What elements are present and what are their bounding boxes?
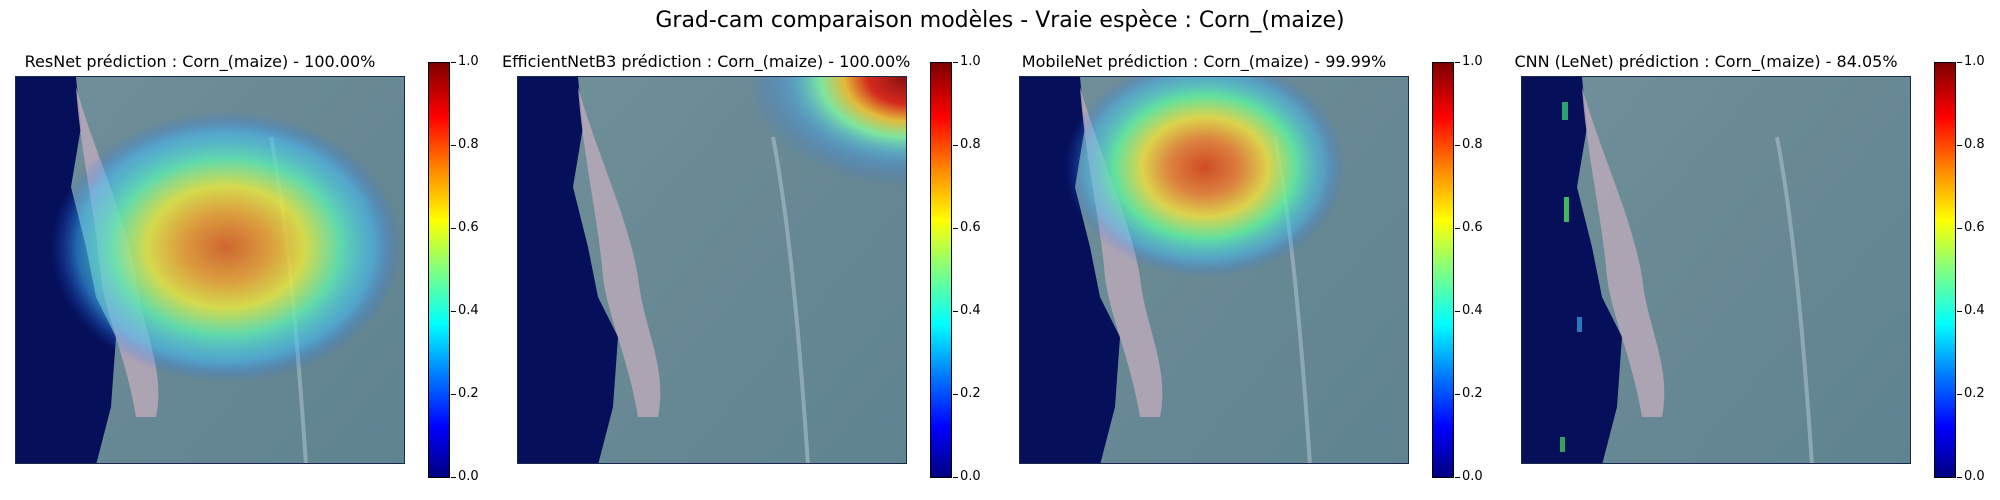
colorbar-tick: 1.0 (1455, 54, 1483, 69)
colorbar-tick: 1.0 (953, 54, 981, 69)
gradcam-panel-lenet: CNN (LeNet) prédiction : Corn_(maize) - … (1506, 0, 2000, 500)
colorbar-tick: 0.6 (953, 220, 981, 235)
colorbar-tick: 0.0 (1455, 469, 1483, 484)
colorbar-tick: 0.4 (451, 303, 479, 318)
colorbar (428, 62, 450, 478)
colorbar-tick: 0.4 (1455, 303, 1483, 318)
figure-title: Grad-cam comparaison modèles - Vraie esp… (655, 8, 1345, 33)
gradcam-overlay-image (1521, 76, 1911, 464)
colorbar (1934, 62, 1956, 478)
colorbar-tick: 0.0 (953, 469, 981, 484)
panel-title: MobileNet prédiction : Corn_(maize) - 99… (1021, 52, 1387, 71)
colorbar-tick: 0.0 (1957, 469, 1985, 484)
gradcam-overlay-image (517, 76, 907, 464)
colorbar-tick: 1.0 (451, 54, 479, 69)
colorbar-tick: 0.6 (1957, 220, 1985, 235)
colorbar (1432, 62, 1454, 478)
colorbar-tick: 0.2 (953, 386, 981, 401)
colorbar-tick: 0.6 (1455, 220, 1483, 235)
colorbar-tick: 1.0 (1957, 54, 1985, 69)
colorbar-tick: 0.8 (451, 137, 479, 152)
colorbar (930, 62, 952, 478)
colorbar-tick: 0.4 (953, 303, 981, 318)
colorbar-tick: 0.2 (1957, 386, 1985, 401)
panel-title: ResNet prédiction : Corn_(maize) - 100.0… (24, 52, 376, 71)
gradcam-panel-mobilenet: MobileNet prédiction : Corn_(maize) - 99… (1004, 0, 1504, 500)
panel-title: EfficientNetB3 prédiction : Corn_(maize)… (502, 52, 911, 71)
colorbar-tick: 0.8 (1957, 137, 1985, 152)
colorbar-tick: 0.4 (1957, 303, 1985, 318)
colorbar-tick: 0.0 (451, 469, 479, 484)
gradcam-overlay-image (1019, 76, 1409, 464)
gradcam-panel-resnet: ResNet prédiction : Corn_(maize) - 100.0… (0, 0, 500, 500)
colorbar-tick: 0.2 (1455, 386, 1483, 401)
gradcam-overlay-image (15, 76, 405, 464)
colorbar-tick: 0.2 (451, 386, 479, 401)
colorbar-tick: 0.8 (953, 137, 981, 152)
gradcam-panel-efficientnetb3: EfficientNetB3 prédiction : Corn_(maize)… (502, 0, 1002, 500)
panel-title: CNN (LeNet) prédiction : Corn_(maize) - … (1514, 52, 1898, 71)
colorbar-tick: 0.8 (1455, 137, 1483, 152)
colorbar-tick: 0.6 (451, 220, 479, 235)
